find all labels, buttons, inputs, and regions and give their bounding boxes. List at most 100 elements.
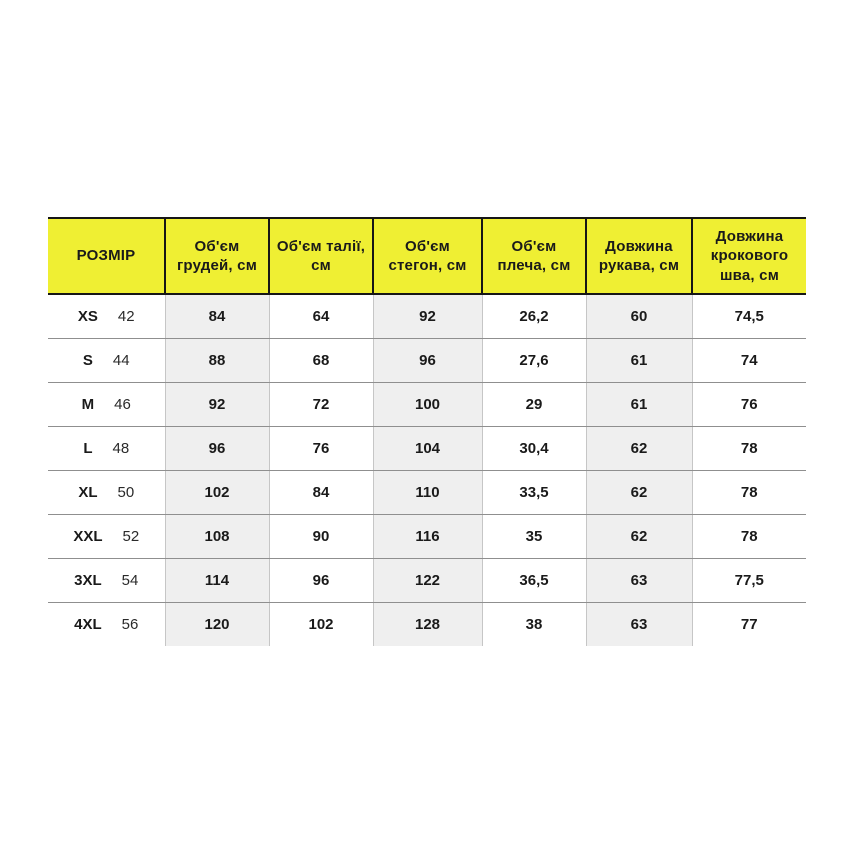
value-cell: 120 [164,602,270,646]
value-cell: 77,5 [691,558,806,603]
value-cell: 64 [268,293,374,339]
value-cell: 76 [268,426,374,471]
value-cell: 77 [691,602,806,646]
size-number: 54 [121,572,139,589]
table-row: M 46 92 72 100 29 61 76 [48,382,806,427]
value-cell: 90 [268,514,374,559]
value-cell: 122 [372,558,483,603]
value-cell: 30,4 [481,426,587,471]
table-row: XXL 52 108 90 116 35 62 78 [48,514,806,559]
value-cell: 62 [585,426,693,471]
size-label: XS [77,308,98,325]
table-row: XS 42 84 64 92 26,2 60 74,5 [48,293,806,339]
value-cell: 84 [164,293,270,339]
size-label: XL [78,484,98,501]
value-cell: 60 [585,293,693,339]
size-label: 4XL [74,616,102,633]
value-cell: 78 [691,426,806,471]
size-number: 46 [114,396,131,413]
value-cell: 27,6 [481,338,587,383]
header-cell: Об'єм плеча, см [481,217,587,295]
size-label: M [81,396,95,413]
value-cell: 102 [268,602,374,646]
size-cell: 4XL 56 [48,602,166,646]
size-cell: XL 50 [48,470,166,515]
value-cell: 26,2 [481,293,587,339]
header-cell: Довжина крокового шва, см [691,217,806,295]
value-cell: 92 [372,293,483,339]
size-number: 44 [112,352,130,369]
table-header: РОЗМІР Об'єм грудей, см Об'єм талії, см Об'… [48,217,806,295]
value-cell: 63 [585,558,693,603]
value-cell: 72 [268,382,374,427]
header-cell: РОЗМІР [48,217,166,295]
size-cell: S 44 [48,338,166,383]
size-wrap: 3XL 54 [74,572,138,589]
table-body: XS 42 84 64 92 26,2 60 74,5 S 44 88 68 96 27,6 61 74 M 46… [48,293,806,646]
size-label: S [82,352,93,369]
value-cell: 104 [372,426,483,471]
size-number: 52 [122,528,140,545]
table-row: 4XL 56 120 102 128 38 63 77 [48,602,806,646]
value-cell: 88 [164,338,270,383]
header-cell: Об'єм грудей, см [164,217,270,295]
size-label: 3XL [74,572,102,589]
value-cell: 33,5 [481,470,587,515]
header-row: РОЗМІР Об'єм грудей, см Об'єм талії, см Об'… [48,217,806,295]
value-cell: 74 [691,338,806,383]
value-cell: 62 [585,514,693,559]
size-wrap: XXL 52 [73,528,139,545]
size-cell: L 48 [48,426,166,471]
header-cell: Довжина рукава, см [585,217,693,295]
size-chart-table: РОЗМІР Об'єм грудей, см Об'єм талії, см Об'… [48,217,806,646]
size-wrap: XS 42 [78,308,135,325]
value-cell: 74,5 [691,293,806,339]
value-cell: 108 [164,514,270,559]
header-cell: Об'єм талії, см [268,217,374,295]
header-cell: Об'єм стегон, см [372,217,483,295]
value-cell: 63 [585,602,693,646]
value-cell: 78 [691,470,806,515]
table-row: S 44 88 68 96 27,6 61 74 [48,338,806,383]
value-cell: 61 [585,338,693,383]
size-cell: 3XL 54 [48,558,166,603]
table-row: 3XL 54 114 96 122 36,5 63 77,5 [48,558,806,603]
size-cell: XXL 52 [48,514,166,559]
table-row: L 48 96 76 104 30,4 62 78 [48,426,806,471]
value-cell: 68 [268,338,374,383]
value-cell: 116 [372,514,483,559]
value-cell: 102 [164,470,270,515]
value-cell: 128 [372,602,483,646]
value-cell: 96 [372,338,483,383]
value-cell: 114 [164,558,270,603]
size-cell: XS 42 [48,293,166,339]
size-number: 42 [117,308,135,325]
table-row: XL 50 102 84 110 33,5 62 78 [48,470,806,515]
size-wrap: 4XL 56 [74,616,138,633]
value-cell: 96 [164,426,270,471]
value-cell: 110 [372,470,483,515]
value-cell: 29 [481,382,587,427]
size-cell: M 46 [48,382,166,427]
value-cell: 61 [585,382,693,427]
value-cell: 100 [372,382,483,427]
value-cell: 36,5 [481,558,587,603]
value-cell: 62 [585,470,693,515]
size-label: XXL [73,528,103,545]
size-number: 50 [117,484,135,501]
size-wrap: L 48 [83,440,129,457]
size-number: 56 [121,616,139,633]
value-cell: 35 [481,514,587,559]
size-wrap: M 46 [82,396,131,413]
size-label: L [83,440,93,457]
value-cell: 96 [268,558,374,603]
size-wrap: XL 50 [78,484,134,501]
value-cell: 92 [164,382,270,427]
value-cell: 38 [481,602,587,646]
value-cell: 84 [268,470,374,515]
size-wrap: S 44 [83,352,130,369]
value-cell: 78 [691,514,806,559]
value-cell: 76 [691,382,806,427]
size-number: 48 [112,440,130,457]
